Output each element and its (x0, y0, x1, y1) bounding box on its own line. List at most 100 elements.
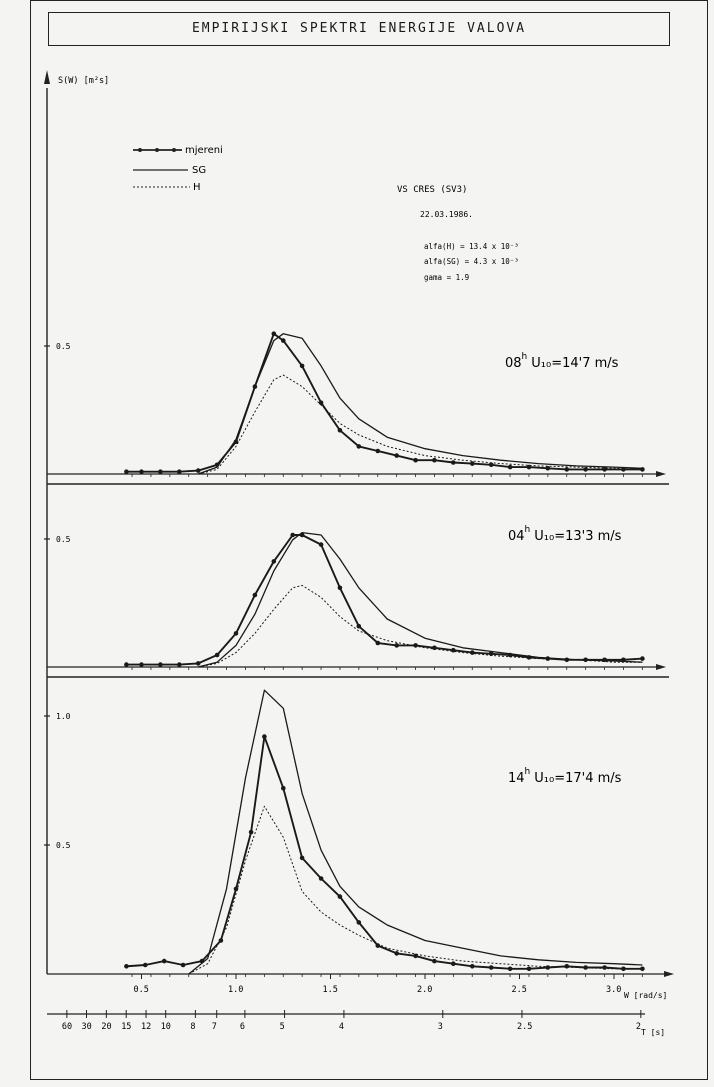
data-point-mjereni-panel3 (248, 829, 254, 835)
x-axis-label: W [rad/s] (624, 991, 667, 1000)
data-point-mjereni-panel3 (451, 961, 456, 966)
baseline-arrow-3 (664, 971, 674, 977)
data-point-mjereni-panel2 (394, 643, 400, 648)
data-point-mjereni-panel2 (375, 640, 381, 646)
legend-label-sg: SG (192, 165, 206, 176)
y-tick-label-panel3: 0.5 (56, 841, 71, 850)
t-axis-label: T [s] (641, 1028, 665, 1037)
t-tick-label: 5 (280, 1022, 285, 1032)
data-point-mjereni-panel2 (413, 643, 418, 648)
data-point-mjereni-panel1 (281, 338, 286, 343)
panel2-hour-sup: h (525, 525, 531, 535)
series-line-mjereni-panel1 (126, 332, 643, 473)
data-point-mjereni-panel1 (139, 469, 144, 475)
legend-label-mjereni: mjereni (185, 145, 223, 156)
t-tick-label: 7 (212, 1022, 217, 1032)
t-tick-label: 30 (82, 1022, 92, 1032)
t-tick-label: 20 (101, 1022, 111, 1032)
y-tick-label-panel1: 0.5 (56, 342, 71, 351)
data-point-mjereni-panel2 (640, 656, 645, 661)
data-point-mjereni-panel3 (262, 734, 267, 739)
data-point-mjereni-panel2 (124, 662, 129, 667)
data-point-mjereni-panel3 (299, 855, 305, 861)
t-tick-label: 3 (438, 1022, 443, 1032)
data-point-mjereni-panel2 (318, 542, 324, 547)
param-gama: gama = 1.9 (424, 273, 469, 282)
data-point-mjereni-panel1 (158, 469, 163, 475)
panel1-hour-sup: h (522, 352, 528, 362)
data-point-mjereni-panel2 (233, 631, 239, 636)
outer-frame (30, 0, 708, 1080)
data-point-mjereni-panel3 (318, 876, 324, 881)
y-axis-label: S(W) [m²s] (58, 76, 109, 86)
legend: mjereni SG H (133, 145, 223, 193)
series-line-sg-panel1 (197, 333, 643, 475)
legend-marker-3 (172, 148, 176, 152)
baseline-arrow-1 (656, 471, 666, 477)
x-tick-label: 1.0 (228, 985, 243, 995)
data-point-mjereni-panel1 (564, 467, 570, 472)
y-tick-label-panel3: 1.0 (56, 712, 71, 721)
series-line-sg-panel3 (188, 689, 643, 975)
data-point-mjereni-panel1 (124, 469, 129, 475)
panel3-wind: U₁₀=17'4 m/s (534, 771, 621, 786)
series-line-h-panel2 (198, 584, 643, 668)
measurement-date: 22.03.1986. (420, 210, 473, 219)
panel2-hour: 04 (508, 529, 525, 544)
data-point-mjereni-panel3 (394, 951, 400, 956)
x-tick-label: 1.5 (323, 985, 338, 995)
param-alfa-sg: alfa(SG) = 4.3 x 10⁻³ (424, 257, 519, 266)
legend-marker-1 (138, 148, 142, 152)
data-point-mjereni-panel2 (470, 650, 475, 655)
t-tick-label: 6 (240, 1022, 245, 1032)
data-point-mjereni-panel3 (488, 965, 494, 970)
t-tick-label: 4 (339, 1022, 344, 1032)
data-point-mjereni-panel2 (271, 559, 277, 564)
data-point-mjereni-panel3 (143, 962, 148, 968)
data-point-mjereni-panel3 (507, 966, 513, 972)
data-point-mjereni-panel2 (177, 662, 182, 667)
x-tick-label: 2.5 (512, 985, 527, 995)
data-point-mjereni-panel1 (488, 462, 494, 468)
panel2-label: 04h U₁₀=13'3 m/s (508, 525, 622, 544)
t-tick-label: 12 (141, 1022, 151, 1032)
data-point-mjereni-panel2 (356, 623, 362, 629)
x-tick-label: 0.5 (134, 985, 149, 995)
data-point-mjereni-panel1 (545, 466, 551, 471)
data-point-mjereni-panel2 (195, 661, 201, 666)
t-tick-label: 2 (636, 1022, 641, 1032)
data-point-mjereni-panel3 (124, 964, 129, 969)
data-point-mjereni-panel1 (375, 448, 381, 454)
t-tick-label: 15 (121, 1022, 131, 1032)
t-tick-label: 60 (62, 1022, 72, 1032)
series-line-h-panel3 (188, 805, 643, 975)
series-line-mjereni-panel2 (126, 534, 643, 666)
panel3-label: 14h U₁₀=17'4 m/s (508, 767, 622, 786)
data-point-mjereni-panel2 (337, 585, 343, 591)
param-alfa-h: alfa(H) = 13.4 x 10⁻³ (424, 242, 519, 251)
data-point-mjereni-panel2 (139, 662, 144, 667)
data-point-mjereni-panel1 (507, 464, 513, 470)
data-point-mjereni-panel1 (432, 457, 437, 463)
panel2-wind: U₁₀=13'3 m/s (534, 529, 621, 544)
data-point-mjereni-panel3 (356, 920, 362, 925)
t-tick-label: 8 (190, 1022, 195, 1032)
data-point-mjereni-panel3 (640, 966, 645, 972)
data-point-mjereni-panel3 (413, 953, 418, 959)
panel1-label: 08h U₁₀=14'7 m/s (505, 352, 619, 371)
data-point-mjereni-panel1 (526, 464, 532, 470)
panel1-wind: U₁₀=14'7 m/s (531, 356, 618, 371)
legend-label-h: H (193, 182, 201, 193)
data-point-mjereni-panel3 (583, 965, 588, 970)
y-tick-label-panel2: 0.5 (56, 535, 71, 544)
data-point-mjereni-panel1 (356, 444, 362, 449)
legend-marker-2 (155, 148, 159, 152)
t-tick-label: 2.5 (517, 1022, 532, 1032)
x-tick-label: 2.0 (417, 985, 432, 995)
data-point-mjereni-panel3 (218, 938, 224, 943)
data-point-mjereni-panel1 (318, 400, 324, 406)
baseline-arrow-2 (656, 664, 666, 670)
y-axis-arrow (44, 70, 50, 84)
